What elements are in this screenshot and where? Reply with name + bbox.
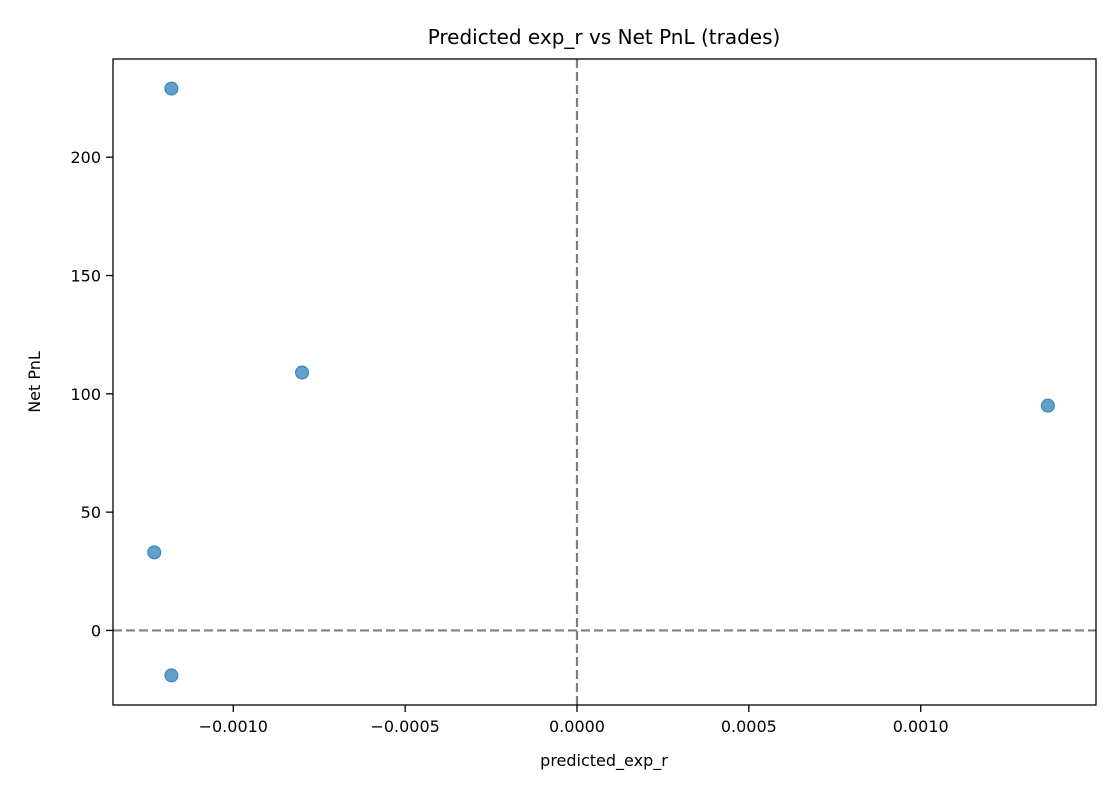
- x-tick-label: 0.0005: [721, 717, 777, 736]
- y-tick-label: 100: [70, 385, 101, 404]
- scatter-point: [295, 365, 310, 380]
- x-tick-label: 0.0010: [893, 717, 949, 736]
- y-axis-ticks: 0 50 100 150 200: [70, 148, 113, 640]
- x-tick-label: −0.0010: [199, 717, 268, 736]
- data-points: [147, 81, 1055, 683]
- y-tick-label: 0: [91, 621, 101, 640]
- x-axis-ticks: −0.0010 −0.0005 0.0000 0.0005 0.0010: [199, 705, 949, 736]
- reference-lines: [113, 59, 1096, 705]
- x-tick-label: −0.0005: [370, 717, 439, 736]
- y-axis-title: Net PnL: [25, 351, 44, 413]
- plot-area-frame: [112, 58, 1097, 706]
- y-tick-label: 200: [70, 148, 101, 167]
- scatter-point: [147, 545, 162, 560]
- y-tick-label: 150: [70, 267, 101, 286]
- y-tick-label: 50: [81, 503, 101, 522]
- x-tick-label: 0.0000: [549, 717, 605, 736]
- chart-title: Predicted exp_r vs Net PnL (trades): [428, 25, 781, 49]
- scatter-point: [1040, 398, 1055, 413]
- scatter-point: [164, 668, 179, 683]
- x-axis-title: predicted_exp_r: [540, 751, 668, 771]
- scatter-point: [164, 81, 179, 96]
